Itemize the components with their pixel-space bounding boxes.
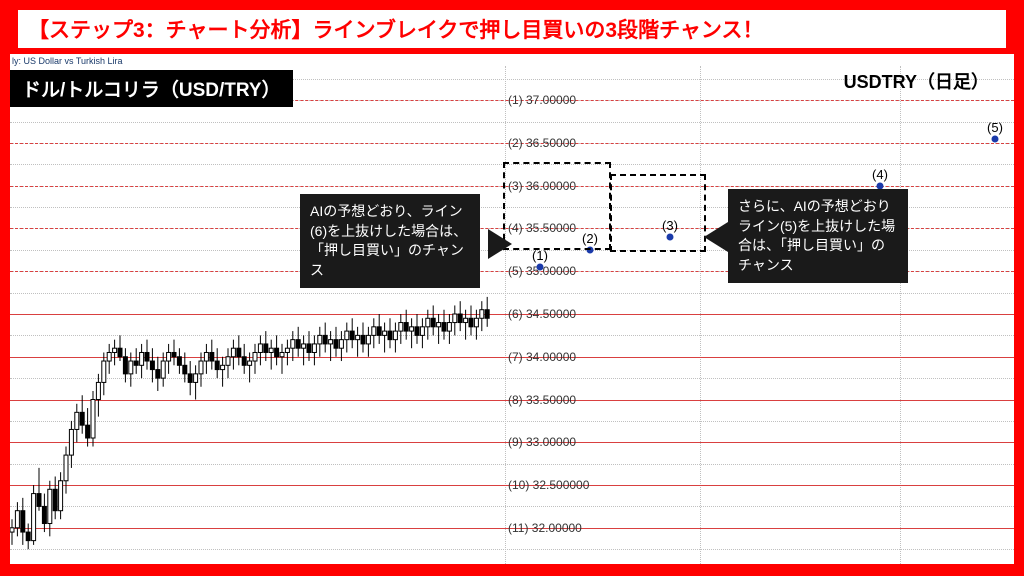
- callout-box: さらに、AIの予想どおりライン(5)を上抜けした場合は、「押し目買い」のチャンス: [728, 189, 908, 283]
- forecast-point: [992, 135, 999, 142]
- timeframe-label: USDTRY（日足）: [844, 68, 989, 94]
- highlight-box: [503, 162, 611, 250]
- banner-title: 【ステップ3：チャート分析】ラインブレイクで押し目買いの3段階チャンス！: [18, 10, 1006, 48]
- forecast-point-label: (5): [987, 120, 1003, 135]
- pair-label: ドル/トルコリラ（USD/TRY）: [10, 70, 293, 107]
- forecast-point: [537, 263, 544, 270]
- forecast-point-label: (1): [532, 248, 548, 263]
- callout-arrow-icon: [488, 229, 512, 259]
- candlestick-series: [10, 54, 1014, 564]
- chart-area: ly: US Dollar vs Turkish Lira (1) 37.000…: [10, 54, 1014, 564]
- forecast-point-label: (4): [872, 167, 888, 182]
- callout-arrow-icon: [704, 222, 728, 252]
- outer-frame: 【ステップ3：チャート分析】ラインブレイクで押し目買いの3段階チャンス！ ly:…: [0, 0, 1024, 576]
- highlight-box: [610, 174, 706, 252]
- callout-box: AIの予想どおり、ライン(6)を上抜けした場合は、「押し目買い」のチャンス: [300, 194, 480, 288]
